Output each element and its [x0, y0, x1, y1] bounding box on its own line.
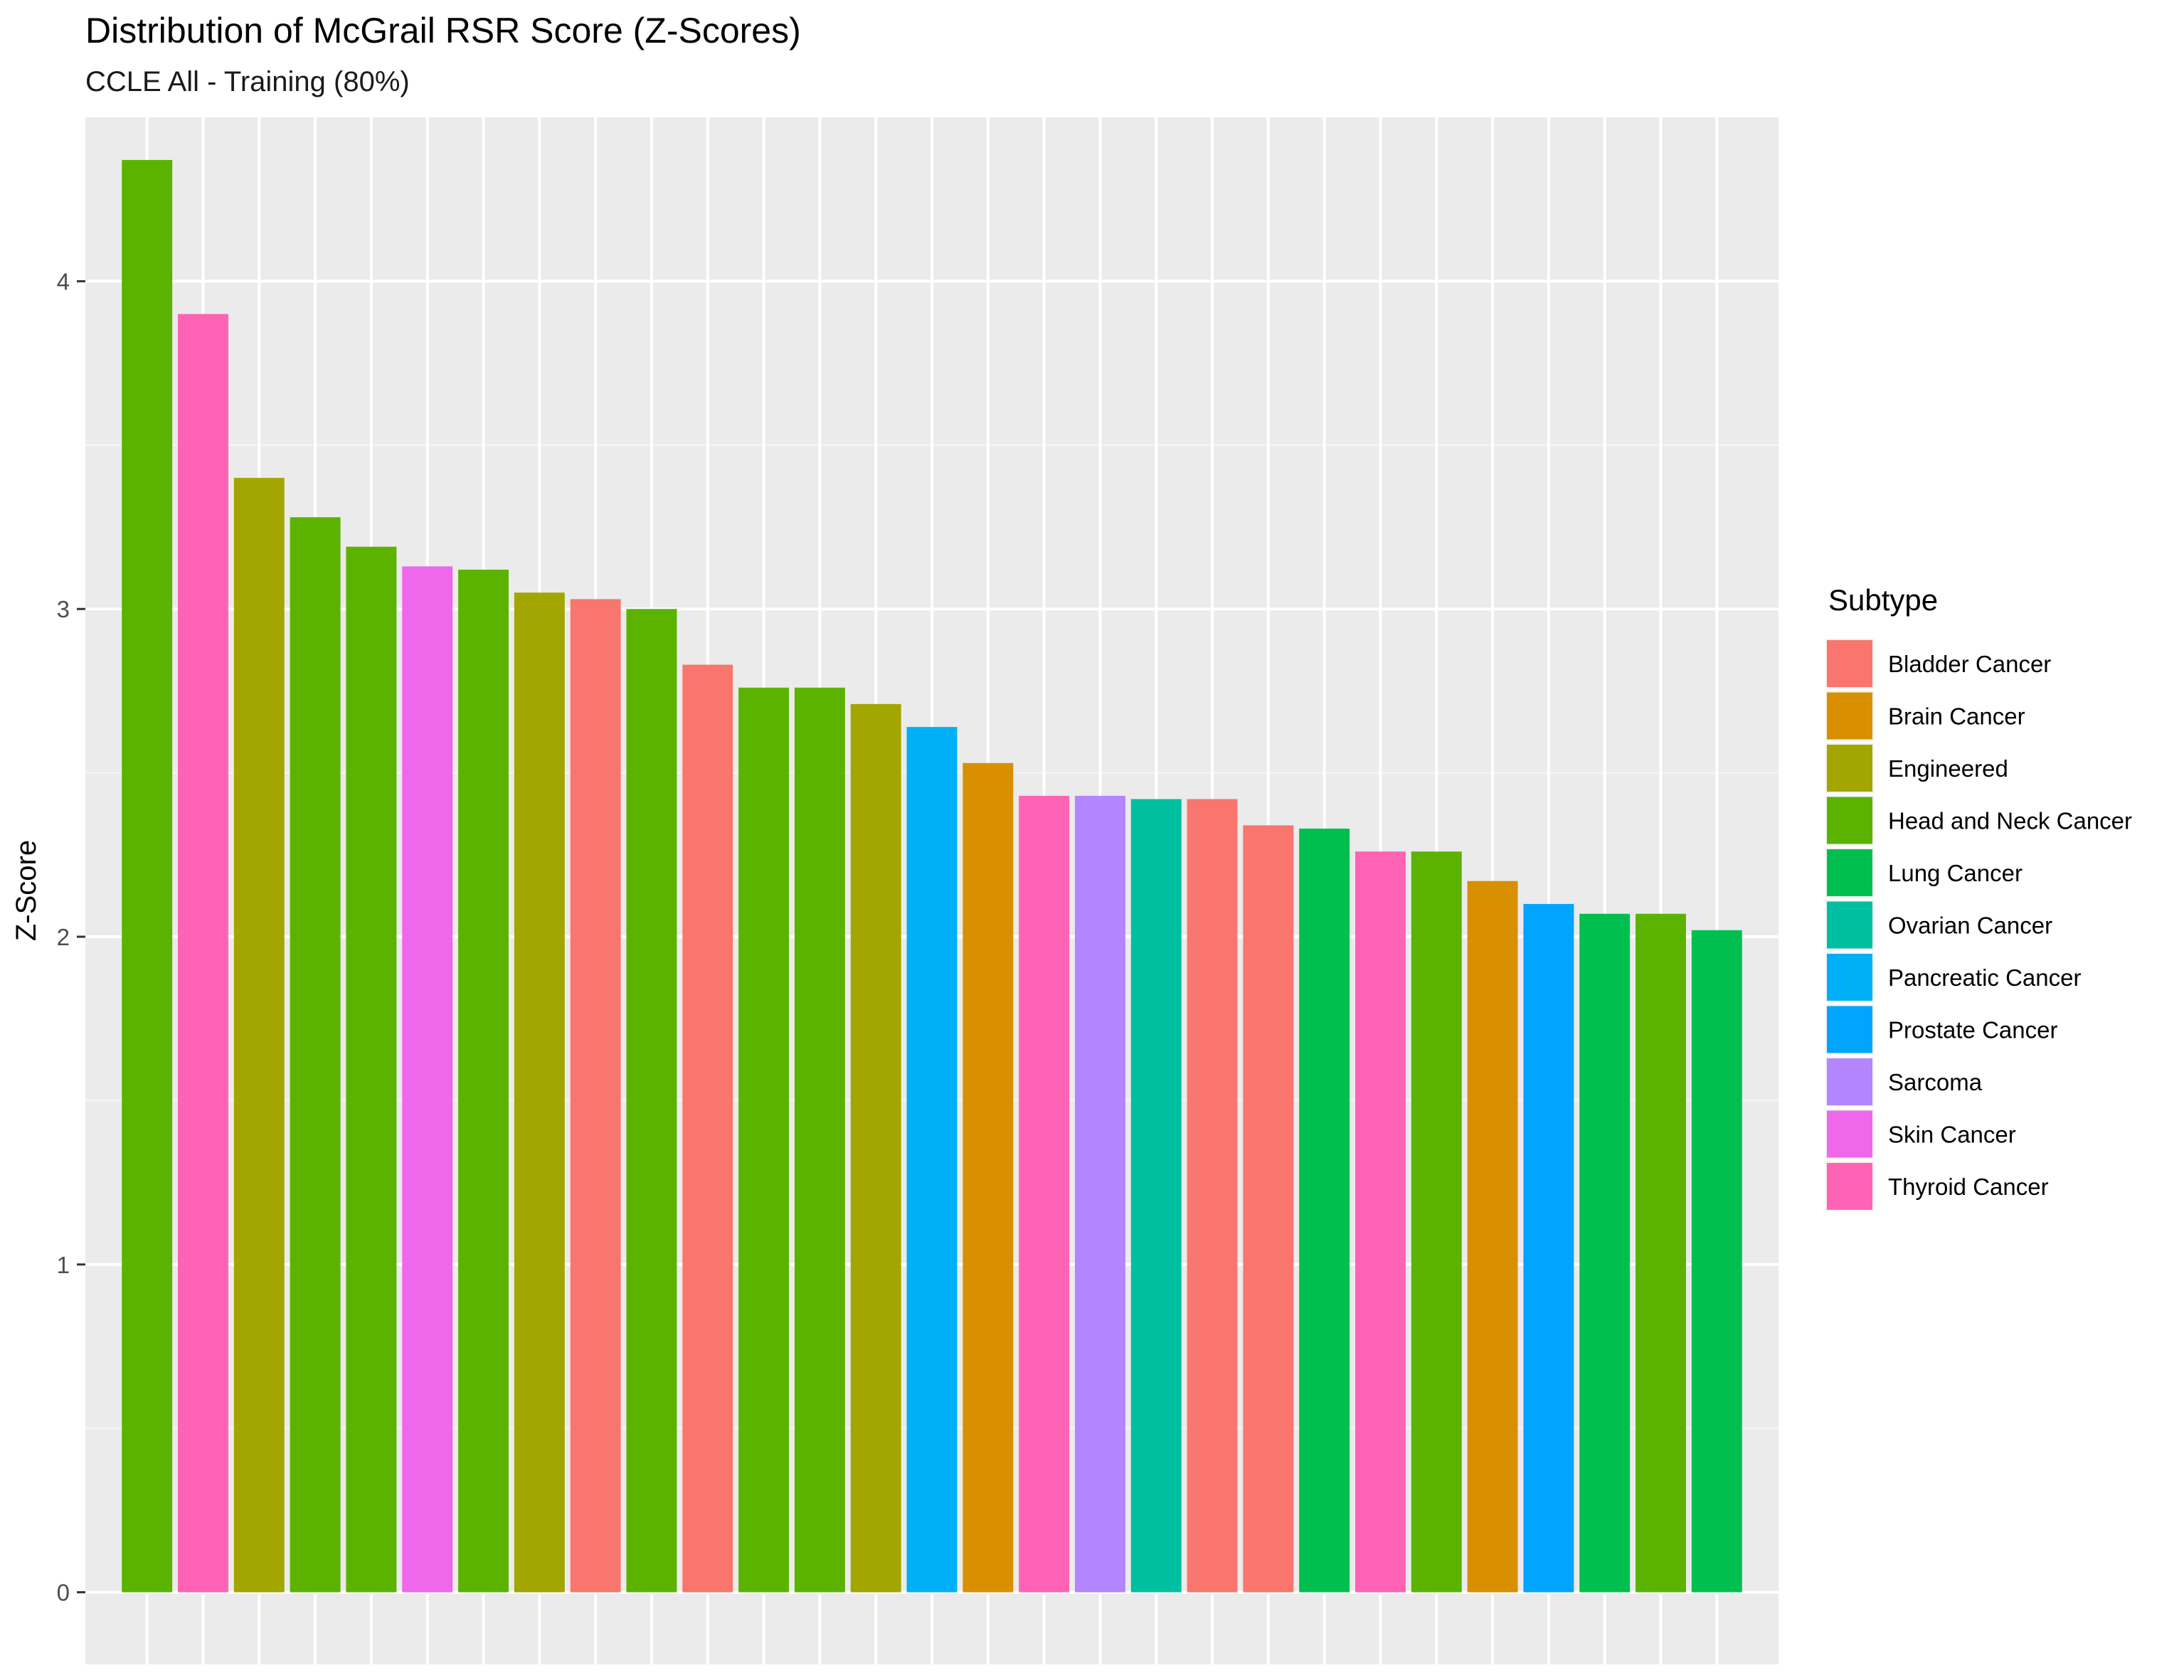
bar: [1019, 795, 1070, 1593]
y-axis: 0 1 2 3 4: [57, 268, 85, 1606]
legend: Subtype Bladder Cancer Brain Cancer Engine…: [1825, 583, 2132, 1211]
legend-key: [1827, 1006, 1872, 1053]
legend-label: Skin Cancer: [1888, 1122, 2016, 1148]
legend-label: Head and Neck Cancer: [1888, 808, 2132, 834]
bar: [514, 592, 565, 1593]
legend-label: Engineered: [1888, 755, 2008, 782]
bar: [963, 762, 1014, 1593]
bar: [1187, 799, 1238, 1593]
bar: [1411, 851, 1462, 1593]
bar: [233, 477, 285, 1593]
y-axis-label: Z-Score: [11, 840, 42, 941]
bar: [1243, 825, 1294, 1593]
bar: [570, 599, 621, 1593]
bar: [626, 609, 677, 1593]
legend-key: [1827, 1058, 1872, 1105]
legend-title: Subtype: [1828, 583, 1938, 617]
y-tick-label: 3: [57, 596, 70, 622]
bar: [738, 687, 790, 1593]
bar: [178, 314, 228, 1593]
bar: [458, 569, 509, 1593]
legend-label: Brain Cancer: [1888, 703, 2025, 730]
legend-key: [1827, 745, 1872, 792]
legend-label: Lung Cancer: [1888, 860, 2023, 886]
bar: [1074, 795, 1125, 1593]
bar: [1691, 930, 1742, 1593]
legend-label: Thyroid Cancer: [1888, 1174, 2049, 1200]
bar: [850, 703, 901, 1593]
legend-key: [1827, 1163, 1872, 1210]
legend-key: [1827, 1110, 1872, 1158]
bar: [682, 664, 733, 1593]
bar: [1355, 851, 1406, 1593]
legend-items: Bladder Cancer Brain Cancer Engineered Head…: [1825, 639, 2132, 1211]
legend-key: [1827, 797, 1872, 844]
legend-key: [1827, 849, 1872, 896]
chart-subtitle: CCLE All - Training (80%): [85, 66, 410, 97]
legend-label: Sarcoma: [1888, 1069, 1983, 1095]
y-tick-label: 2: [57, 924, 70, 950]
bar: [1523, 903, 1574, 1593]
legend-label: Bladder Cancer: [1888, 651, 2051, 677]
bars-group: [122, 159, 1742, 1593]
bar: [402, 566, 453, 1593]
bar: [122, 159, 173, 1593]
bar: [1299, 828, 1350, 1593]
legend-key: [1827, 954, 1872, 1001]
legend-label: Prostate Cancer: [1888, 1017, 2057, 1043]
bar: [1467, 881, 1518, 1593]
bar: [794, 687, 845, 1593]
bar: [1636, 913, 1686, 1593]
y-tick-label: 0: [57, 1580, 70, 1606]
y-tick-label: 1: [57, 1252, 70, 1278]
legend-key: [1827, 901, 1872, 949]
legend-key: [1827, 692, 1872, 740]
chart-title: Distribution of McGrail RSR Score (Z-Sco…: [85, 11, 801, 50]
bar: [906, 727, 958, 1593]
bar: [346, 546, 397, 1593]
bar: [1130, 799, 1182, 1593]
y-tick-label: 4: [57, 268, 70, 294]
bar: [1579, 913, 1631, 1593]
legend-label: Ovarian Cancer: [1888, 913, 2052, 939]
bar: [290, 517, 341, 1593]
legend-label: Pancreatic Cancer: [1888, 964, 2081, 991]
legend-key: [1827, 640, 1872, 687]
